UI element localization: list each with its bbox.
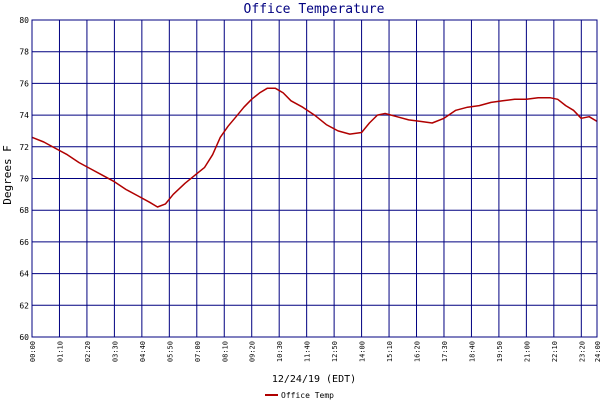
y-tick-label: 76	[19, 79, 29, 88]
x-tick-label: 17:30	[441, 341, 449, 362]
x-tick-label: 14:00	[359, 341, 367, 362]
y-tick-label: 62	[19, 301, 29, 310]
y-tick-labels: 60 62 64 66 68 70 72 74 76 78 80	[19, 16, 29, 342]
x-tick-label: 03:30	[111, 341, 119, 362]
x-tick-label: 00:00	[29, 341, 37, 362]
x-tick-label: 22:10	[551, 341, 559, 362]
x-tick-label: 05:50	[166, 341, 174, 362]
y-tick-label: 72	[19, 143, 29, 152]
x-tick-label: 07:00	[194, 341, 202, 362]
y-tick-label: 60	[19, 333, 29, 342]
y-tick-label: 66	[19, 238, 29, 247]
y-tick-label: 74	[19, 111, 29, 120]
x-tick-labels: 00:00 01:10 02:20 03:30 04:40 05:50 07:00 08:10…	[29, 341, 600, 362]
x-tick-label: 11:40	[304, 341, 312, 362]
y-tick-label: 80	[19, 16, 29, 25]
y-tick-label: 70	[19, 175, 29, 184]
x-tick-label: 08:10	[221, 341, 229, 362]
x-axis-label: 12/24/19 (EDT)	[272, 374, 356, 385]
x-tick-label: 24:00	[594, 341, 600, 362]
x-tick-label: 18:40	[468, 341, 476, 362]
y-tick-label: 64	[19, 270, 29, 279]
series-lines	[31, 87, 598, 208]
x-tick-label: 15:10	[386, 341, 394, 362]
x-tick-label: 10:30	[276, 341, 284, 362]
legend: Office Temp	[265, 391, 334, 400]
chart-title: Office Temperature	[244, 2, 385, 17]
y-axis-label: Degrees F	[1, 145, 14, 205]
series-line-office-temp	[31, 87, 598, 208]
legend-label: Office Temp	[281, 391, 334, 400]
plot-frame	[31, 19, 598, 338]
x-tick-label: 04:40	[139, 341, 147, 362]
x-tick-label: 09:20	[249, 341, 257, 362]
y-tick-label: 78	[19, 48, 29, 57]
x-tick-label: 12:50	[331, 341, 339, 362]
x-tick-label: 21:00	[523, 341, 531, 362]
x-tick-label: 02:20	[84, 341, 92, 362]
x-tick-label: 16:20	[414, 341, 422, 362]
x-tick-label: 23:20	[578, 341, 586, 362]
y-tick-label: 68	[19, 206, 29, 215]
x-tick-label: 19:50	[496, 341, 504, 362]
x-tick-label: 01:10	[56, 341, 64, 362]
